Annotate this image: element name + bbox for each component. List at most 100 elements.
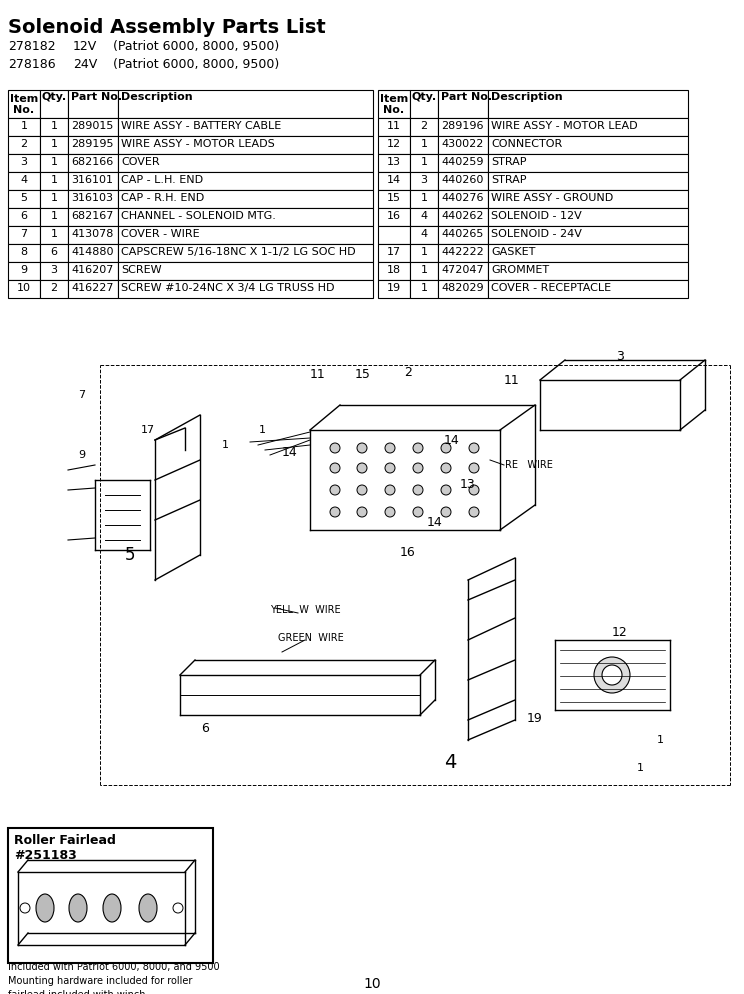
Bar [8,226,40,244]
Bar [8,280,40,298]
Text: 7: 7 [78,390,86,400]
Text: Item: Item [380,94,408,104]
Text: 1: 1 [420,283,428,293]
Text: 1: 1 [51,193,57,203]
Bar [378,244,410,262]
Text: CAP - L.H. END: CAP - L.H. END [121,175,203,185]
Bar [410,244,438,262]
Text: Part No.: Part No. [71,92,122,102]
Bar [378,154,410,172]
Bar [8,190,40,208]
Text: 10: 10 [17,283,31,293]
Text: 1: 1 [258,425,266,435]
Bar [378,136,410,154]
Text: 10: 10 [363,977,381,991]
Text: 416207: 416207 [71,265,113,275]
Text: Included with Patriot 6000, 8000, and 9500
Mounting hardware included for roller: Included with Patriot 6000, 8000, and 95… [8,962,219,994]
Bar [488,190,688,208]
Text: 13: 13 [387,157,401,167]
Text: 3: 3 [51,265,57,275]
Ellipse shape [36,894,54,922]
Circle shape [441,443,451,453]
Text: SOLENOID - 24V: SOLENOID - 24V [491,229,582,239]
Text: Part No.: Part No. [441,92,492,102]
Text: 430022: 430022 [441,139,484,149]
Text: WIRE ASSY - MOTOR LEADS: WIRE ASSY - MOTOR LEADS [121,139,275,149]
Circle shape [330,443,340,453]
Text: 6: 6 [21,211,28,221]
Text: 5: 5 [125,546,135,564]
Text: WIRE ASSY - MOTOR LEAD: WIRE ASSY - MOTOR LEAD [491,121,638,131]
Bar [40,118,68,136]
Circle shape [385,485,395,495]
Text: (Patriot 6000, 8000, 9500): (Patriot 6000, 8000, 9500) [113,40,279,53]
Bar [68,154,118,172]
Circle shape [357,485,367,495]
Bar [118,172,373,190]
Bar [68,226,118,244]
Bar [410,280,438,298]
Bar [8,136,40,154]
Text: 19: 19 [527,712,543,725]
Bar [438,208,488,226]
Bar [8,828,213,963]
Text: YELL  W  WIRE: YELL W WIRE [270,605,341,615]
Ellipse shape [139,894,157,922]
Bar [8,244,40,262]
Bar [410,118,438,136]
Text: 3: 3 [616,350,624,363]
Text: 14: 14 [282,446,298,459]
Text: 14: 14 [387,175,401,185]
Text: Qty.: Qty. [42,92,66,102]
Text: 440262: 440262 [441,211,484,221]
Text: CHANNEL - SOLENOID MTG.: CHANNEL - SOLENOID MTG. [121,211,276,221]
Text: 14: 14 [444,433,460,446]
Text: 316101: 316101 [71,175,113,185]
Circle shape [20,903,30,913]
Ellipse shape [103,894,121,922]
Bar [438,154,488,172]
Bar [410,226,438,244]
Circle shape [413,443,423,453]
Bar [68,90,118,118]
Text: 472047: 472047 [441,265,484,275]
Bar [68,280,118,298]
Bar [438,172,488,190]
Bar [118,190,373,208]
Text: WIRE ASSY - GROUND: WIRE ASSY - GROUND [491,193,613,203]
Bar [68,172,118,190]
Text: Description: Description [491,92,562,102]
Bar [378,172,410,190]
Bar [438,280,488,298]
Bar [118,280,373,298]
Bar [118,262,373,280]
Text: 11: 11 [387,121,401,131]
Circle shape [469,463,479,473]
Bar [118,208,373,226]
Text: 414880: 414880 [71,247,114,257]
Text: 440265: 440265 [441,229,484,239]
Text: 12: 12 [387,139,401,149]
Bar [488,262,688,280]
Text: No.: No. [13,105,34,115]
Bar [40,244,68,262]
Text: 15: 15 [387,193,401,203]
Text: 1: 1 [420,247,428,257]
Text: 4: 4 [420,211,428,221]
Text: 7: 7 [20,229,28,239]
Text: 14: 14 [427,517,443,530]
Bar [378,226,410,244]
Circle shape [385,443,395,453]
Text: 9: 9 [20,265,28,275]
Bar [438,226,488,244]
Bar [488,90,688,118]
Bar [68,262,118,280]
Text: COVER - WIRE: COVER - WIRE [121,229,199,239]
Bar [8,154,40,172]
Bar [68,136,118,154]
Text: 11: 11 [504,374,520,387]
Text: 4: 4 [20,175,28,185]
Text: 1: 1 [656,735,664,745]
Bar [410,154,438,172]
Bar [488,118,688,136]
